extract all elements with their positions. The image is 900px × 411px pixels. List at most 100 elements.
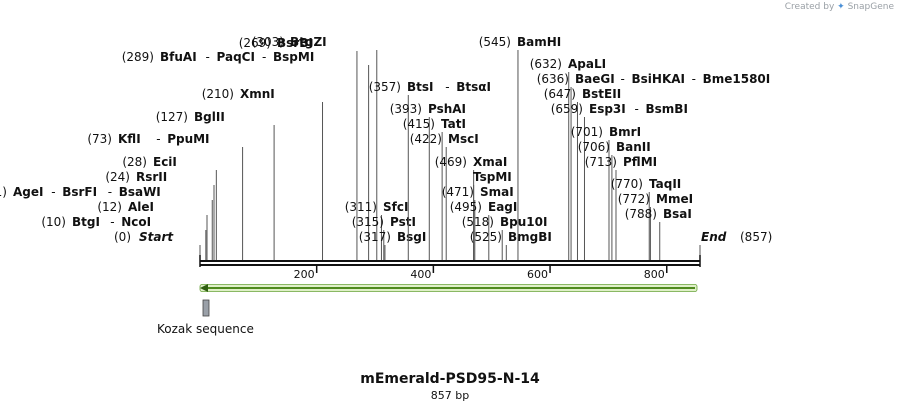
enzyme-name[interactable]: BmrI xyxy=(609,125,641,139)
site-position: (303) xyxy=(252,35,284,49)
enzyme-name[interactable]: PstI xyxy=(390,215,416,229)
site-position: (518) xyxy=(462,215,494,229)
site-position: (545) xyxy=(479,35,511,49)
site-position: (713) xyxy=(585,155,617,169)
name-separator: - xyxy=(206,50,210,64)
site-position: (317) xyxy=(359,230,391,244)
site-position: (647) xyxy=(544,87,576,101)
enzyme-name[interactable]: SmaI xyxy=(480,185,514,199)
site-position: (495) xyxy=(450,200,482,214)
enzyme-name[interactable]: BspMI xyxy=(273,50,314,64)
enzyme-name[interactable]: AleI xyxy=(128,200,154,214)
start-marker: Start xyxy=(139,230,174,244)
name-separator: - xyxy=(156,132,160,146)
site-position: (269) xyxy=(239,36,271,50)
enzyme-name[interactable]: BsgI xyxy=(397,230,426,244)
enzyme-name[interactable]: PpuMI xyxy=(167,132,209,146)
enzyme-name[interactable]: TspMI xyxy=(473,170,512,184)
site-position: (315) xyxy=(352,215,384,229)
enzyme-name[interactable]: NcoI xyxy=(121,215,151,229)
site-position: (659) xyxy=(551,102,583,116)
name-separator: - xyxy=(635,102,639,116)
sequence-length: 857 bp xyxy=(430,389,470,402)
start-position: (0) xyxy=(114,230,131,244)
enzyme-name[interactable]: BsiHKAI xyxy=(632,72,686,86)
enzyme-name[interactable]: EagI xyxy=(488,200,517,214)
site-position: (393) xyxy=(390,102,422,116)
site-position: (415) xyxy=(403,117,435,131)
site-position: (701) xyxy=(571,125,603,139)
created-by-text: Created by xyxy=(784,2,835,12)
ruler-tick-label: 800 xyxy=(644,268,665,281)
enzyme-name[interactable]: BstEII xyxy=(582,87,621,101)
enzyme-name[interactable]: BtsI xyxy=(407,80,434,94)
site-position: (210) xyxy=(202,87,234,101)
enzyme-name[interactable]: BsrBI xyxy=(277,36,313,50)
app-name: SnapGene xyxy=(847,2,894,12)
site-position: (636) xyxy=(537,72,569,86)
end-marker: End xyxy=(701,230,727,244)
site-position: (127) xyxy=(156,110,188,124)
name-separator: - xyxy=(108,185,112,199)
enzyme-name[interactable]: TaqII xyxy=(649,177,681,191)
site-position: (73) xyxy=(87,132,112,146)
enzyme-name[interactable]: EciI xyxy=(153,155,177,169)
enzyme-name[interactable]: BfuAI xyxy=(160,50,197,64)
enzyme-name[interactable]: PshAI xyxy=(428,102,466,116)
ruler-tick-label: 400 xyxy=(410,268,431,281)
site-position: (525) xyxy=(470,230,502,244)
enzyme-name[interactable]: XmnI xyxy=(240,87,275,101)
enzyme-name[interactable]: BmgBI xyxy=(508,230,552,244)
site-position: (422) xyxy=(410,132,442,146)
name-separator: - xyxy=(51,185,55,199)
enzyme-name[interactable]: MmeI xyxy=(656,192,693,206)
enzyme-name[interactable]: BsrFI xyxy=(62,185,97,199)
enzyme-name[interactable]: KflI xyxy=(118,132,141,146)
end-position: (857) xyxy=(740,230,772,244)
site-position: (21) xyxy=(0,185,7,199)
kozak-feature-box[interactable] xyxy=(202,299,210,317)
ruler-tick-label: 200 xyxy=(294,268,315,281)
enzyme-name[interactable]: BsaWI xyxy=(119,185,161,199)
site-position: (471) xyxy=(442,185,474,199)
site-position: (469) xyxy=(435,155,467,169)
enzyme-name[interactable]: TatI xyxy=(441,117,466,131)
site-position: (24) xyxy=(105,170,130,184)
enzyme-name[interactable]: PaqCI xyxy=(217,50,255,64)
enzyme-name[interactable]: ApaLI xyxy=(568,57,606,71)
enzyme-name[interactable]: BglII xyxy=(194,110,225,124)
name-separator: - xyxy=(445,80,449,94)
name-separator: - xyxy=(110,215,114,229)
enzyme-name[interactable]: BamHI xyxy=(517,35,561,49)
enzyme-name[interactable]: BanII xyxy=(616,140,651,154)
enzyme-name[interactable]: RsrII xyxy=(136,170,167,184)
site-position: (311) xyxy=(345,200,377,214)
enzyme-name[interactable]: AgeI xyxy=(13,185,43,199)
enzyme-name[interactable]: BtgZI xyxy=(290,35,327,49)
site-position: (289) xyxy=(122,50,154,64)
enzyme-name[interactable]: BsmBI xyxy=(646,102,688,116)
enzyme-name[interactable]: XmaI xyxy=(473,155,507,169)
enzyme-name[interactable]: BaeGI xyxy=(575,72,615,86)
site-position: (632) xyxy=(530,57,562,71)
enzyme-name[interactable]: PflMI xyxy=(623,155,657,169)
enzyme-name[interactable]: SfcI xyxy=(383,200,408,214)
sequence-title: mEmerald-PSD95-N-14 xyxy=(360,371,540,387)
enzyme-name[interactable]: Esp3I xyxy=(589,102,626,116)
site-position: (770) xyxy=(611,177,643,191)
enzyme-name[interactable]: Bme1580I xyxy=(703,72,771,86)
snapgene-logo-icon: ✦ xyxy=(837,2,845,12)
feature-label[interactable]: Kozak sequence xyxy=(157,322,254,336)
site-position: (12) xyxy=(97,200,122,214)
orf-arrowhead-icon xyxy=(200,284,208,292)
name-separator: - xyxy=(621,72,625,86)
site-position: (10) xyxy=(41,215,66,229)
site-position: (788) xyxy=(625,207,657,221)
enzyme-name[interactable]: BtgI xyxy=(72,215,100,229)
enzyme-name[interactable]: BsaI xyxy=(663,207,692,221)
site-position: (28) xyxy=(122,155,147,169)
enzyme-name[interactable]: BtsαI xyxy=(456,80,491,94)
enzyme-name[interactable]: MscI xyxy=(448,132,479,146)
site-position: (357) xyxy=(369,80,401,94)
enzyme-name[interactable]: Bpu10I xyxy=(500,215,547,229)
